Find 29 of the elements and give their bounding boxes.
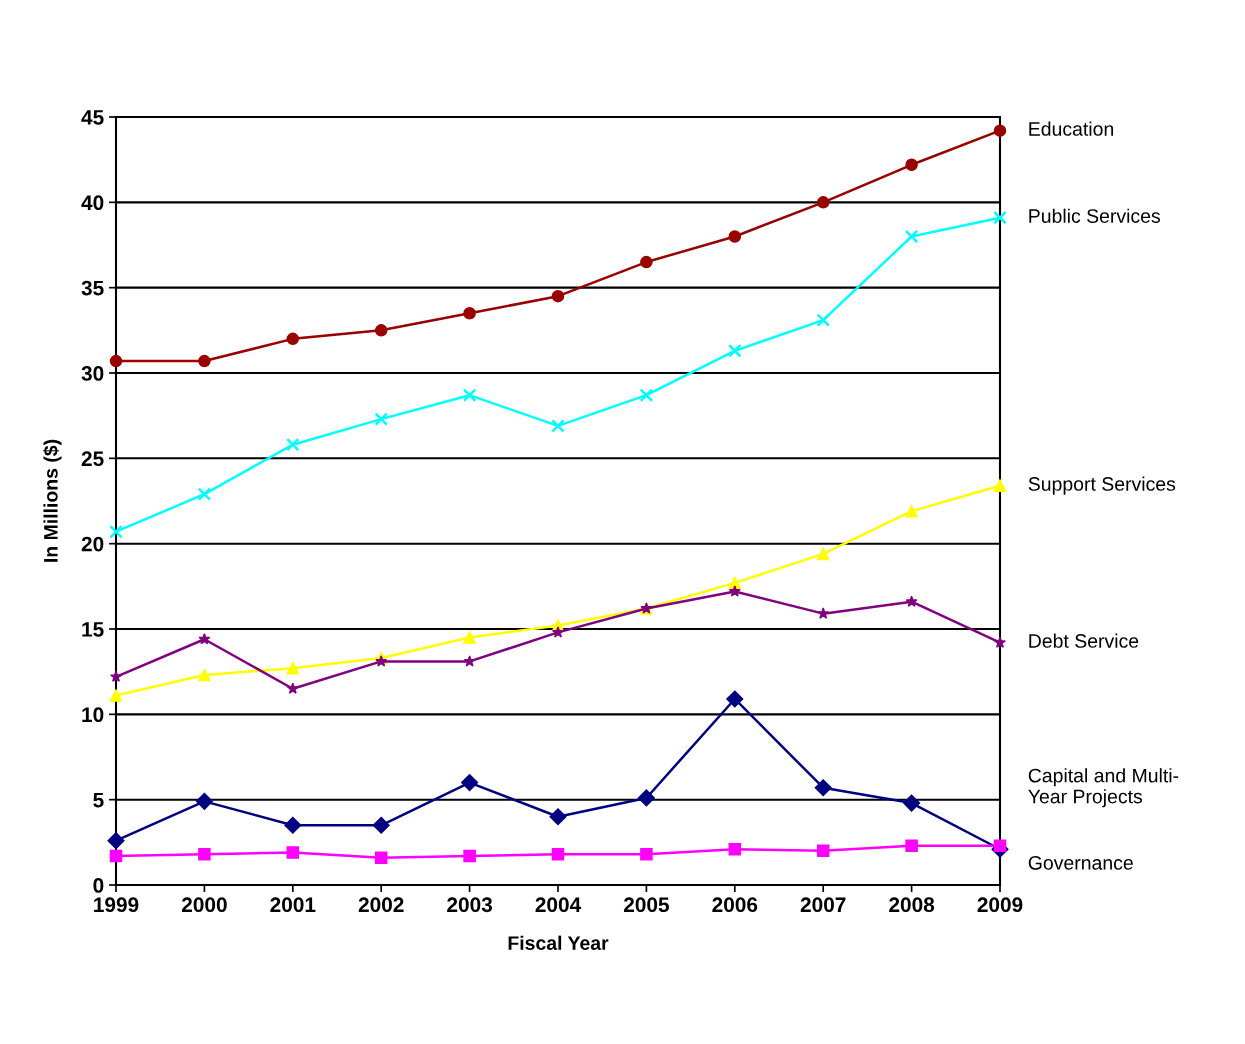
y-tick-label: 20 [81,536,104,552]
text: Capital and Multi- Year Projects [1028,768,1179,808]
y-tick-label: 40 [81,195,104,211]
y-tick-label: 15 [82,622,104,637]
x-tick-label: 2004 [535,897,582,913]
series-label: Debt Service [1029,633,1139,648]
x-tick-label: 2006 [712,897,758,913]
y-tick-label: 10 [82,707,104,723]
series-label: Governance [1028,855,1133,870]
x-tick-label: 2008 [889,897,935,913]
x-tick-label: 2005 [623,897,669,913]
x-tick-label: 2000 [181,897,227,913]
x-tick-label: 2009 [977,897,1023,913]
x-tick-label: 2002 [358,897,404,913]
series-label: Public Services [1029,208,1160,223]
series-label: Education [1029,121,1113,136]
y-tick-label: 5 [93,792,104,808]
y-tick-label: 35 [81,280,104,296]
x-tick-label: 2001 [270,897,316,913]
x-tick-label: 1999 [94,897,139,913]
x-tick-label: 2003 [447,897,493,913]
y-tick-label: 0 [93,878,104,893]
y-tick-label: 25 [81,451,104,467]
x-axis-title: Fiscal Year [508,935,609,950]
y-tick-label: 30 [81,366,104,381]
series-label: Support Services [1028,476,1176,495]
x-tick-label: 2007 [800,897,846,913]
y-axis-title: In Millions ($) [43,439,62,562]
y-tick-label: 45 [81,110,104,125]
